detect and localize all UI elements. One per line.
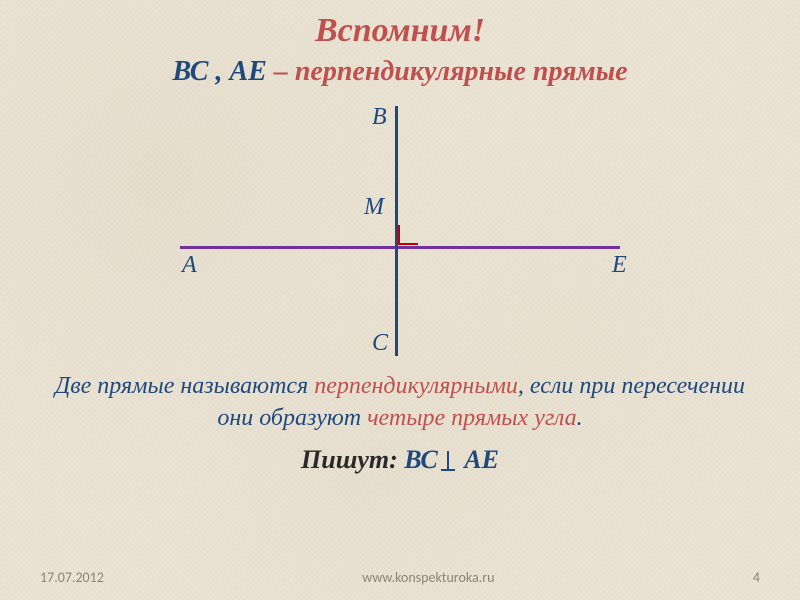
perpendicular-icon <box>441 451 455 471</box>
footer-site: www.konspekturoka.ru <box>362 569 494 586</box>
perpendicular-diagram: В М А Е С <box>140 96 660 366</box>
label-a: А <box>182 252 197 279</box>
notation-right: АЕ <box>458 445 499 474</box>
label-b: В <box>372 104 387 131</box>
subtitle: ВС , АЕ – перпендикулярные прямые <box>0 56 800 88</box>
footer-date: 17.07.2012 <box>40 569 104 586</box>
right-angle-icon <box>398 225 418 245</box>
subtitle-lines: ВС , АЕ <box>172 56 266 87</box>
definition-text: Две прямые называются перпендикулярными,… <box>0 370 800 435</box>
def-highlight-angles: четыре прямых угла <box>367 405 577 431</box>
footer-slide: 4 <box>753 569 760 586</box>
def-highlight-perp: перпендикулярными <box>314 373 518 399</box>
line-ae <box>180 246 620 249</box>
footer: 17.07.2012 www.konspekturoka.ru 4 <box>0 569 800 586</box>
def-part1: Две прямые называются <box>55 373 314 399</box>
notation-prefix: Пишут: <box>301 445 404 474</box>
notation-left: ВС <box>404 445 437 474</box>
subtitle-dash: – <box>267 56 295 87</box>
label-c: С <box>372 330 388 357</box>
page-title: Вспомним! <box>0 0 800 50</box>
label-m: М <box>364 194 384 221</box>
def-part5: . <box>577 405 583 431</box>
subtitle-term: перпендикулярные прямые <box>295 56 628 87</box>
label-e: Е <box>612 252 627 279</box>
notation: Пишут: ВС АЕ <box>0 445 800 475</box>
